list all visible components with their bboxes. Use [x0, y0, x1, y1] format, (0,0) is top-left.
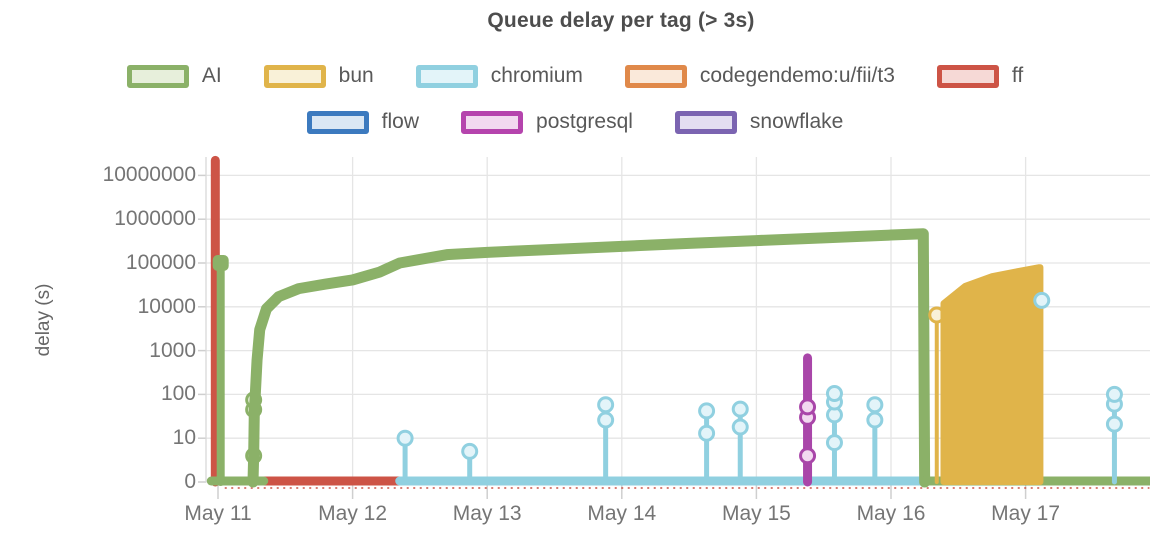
- legend-swatch-icon: [936, 64, 999, 88]
- series-chromium-marker: [396, 429, 414, 447]
- series-chromium-marker: [1033, 291, 1051, 309]
- x-tick-label: May 16: [856, 502, 926, 525]
- y-tick-label: 0: [184, 470, 196, 493]
- chart-title: Queue delay per tag (> 3s): [487, 9, 755, 32]
- y-tick-label: 10000: [137, 294, 196, 318]
- series-chromium-marker: [1105, 385, 1123, 403]
- series-ai-top-marker: [212, 255, 229, 271]
- legend-label: snowflake: [749, 110, 844, 133]
- series-chromium-marker: [866, 396, 884, 414]
- series-chromium-marker: [825, 434, 843, 452]
- series-chromium-marker: [731, 418, 749, 436]
- legend-label: postgresql: [536, 110, 633, 133]
- x-tick-label: May 14: [587, 502, 657, 525]
- series-chromium-marker: [698, 402, 716, 420]
- legend-swatch-icon: [263, 64, 326, 88]
- series-chromium-marker: [1105, 415, 1123, 433]
- legend-swatch-icon: [461, 110, 524, 134]
- x-tick-label: May 11: [184, 502, 252, 525]
- series-chromium-marker: [597, 411, 615, 429]
- legend-swatch-icon: [624, 64, 687, 88]
- legend-item-postgresql[interactable]: postgresql: [461, 110, 633, 134]
- legend-swatch-icon: [306, 110, 369, 134]
- legend-label: bun: [338, 64, 374, 87]
- y-tick-label: 10: [172, 426, 196, 450]
- legend-item-codegendemo-u-fii-t3[interactable]: codegendemo:u/fii/t3: [624, 64, 895, 88]
- y-tick-label: 100: [160, 382, 196, 406]
- legend-swatch-icon: [674, 110, 737, 134]
- legend-label: ff: [1011, 64, 1024, 87]
- series-postgresql-marker: [799, 398, 817, 416]
- legend-item-flow[interactable]: flow: [306, 110, 420, 134]
- series-ai-line: [247, 228, 931, 488]
- legend-row-2: flow postgresql snowflake: [0, 110, 1150, 134]
- y-axis-title: delay (s): [33, 283, 54, 357]
- legend-label: codegendemo:u/fii/t3: [699, 64, 895, 87]
- legend-row-1: AI bun chromium codegendemo:u/fii/t3 ff: [0, 64, 1150, 88]
- legend-label: chromium: [490, 64, 583, 87]
- x-tick-label: May 15: [721, 502, 791, 525]
- legend-item-bun[interactable]: bun: [263, 64, 374, 88]
- legend-item-chromium[interactable]: chromium: [415, 64, 583, 88]
- y-tick-label: 1000: [149, 338, 196, 362]
- x-tick-label: May 12: [318, 502, 388, 525]
- series-chromium-marker: [731, 400, 749, 418]
- legend-label: flow: [381, 110, 420, 133]
- series-chromium-marker: [461, 442, 479, 460]
- series-bun-area: [940, 264, 1044, 485]
- series-chromium-marker: [597, 396, 615, 414]
- y-tick-label: 10000000: [102, 163, 196, 187]
- legend-item-ai[interactable]: AI: [126, 64, 222, 88]
- legend-item-snowflake[interactable]: snowflake: [674, 110, 844, 134]
- legend-label: AI: [201, 64, 222, 87]
- legend-item-ff[interactable]: ff: [936, 64, 1024, 88]
- legend-swatch-icon: [415, 64, 478, 88]
- y-tick-label: 1000000: [114, 207, 196, 231]
- series-chromium-marker: [866, 411, 884, 429]
- series-chromium-marker: [698, 424, 716, 442]
- legend-swatch-icon: [126, 64, 189, 88]
- series-chromium-marker: [825, 384, 843, 402]
- y-tick-label: 100000: [125, 251, 196, 274]
- x-tick-label: May 17: [991, 502, 1061, 525]
- series-postgresql-marker: [799, 447, 817, 465]
- x-tick-label: May 13: [452, 502, 522, 525]
